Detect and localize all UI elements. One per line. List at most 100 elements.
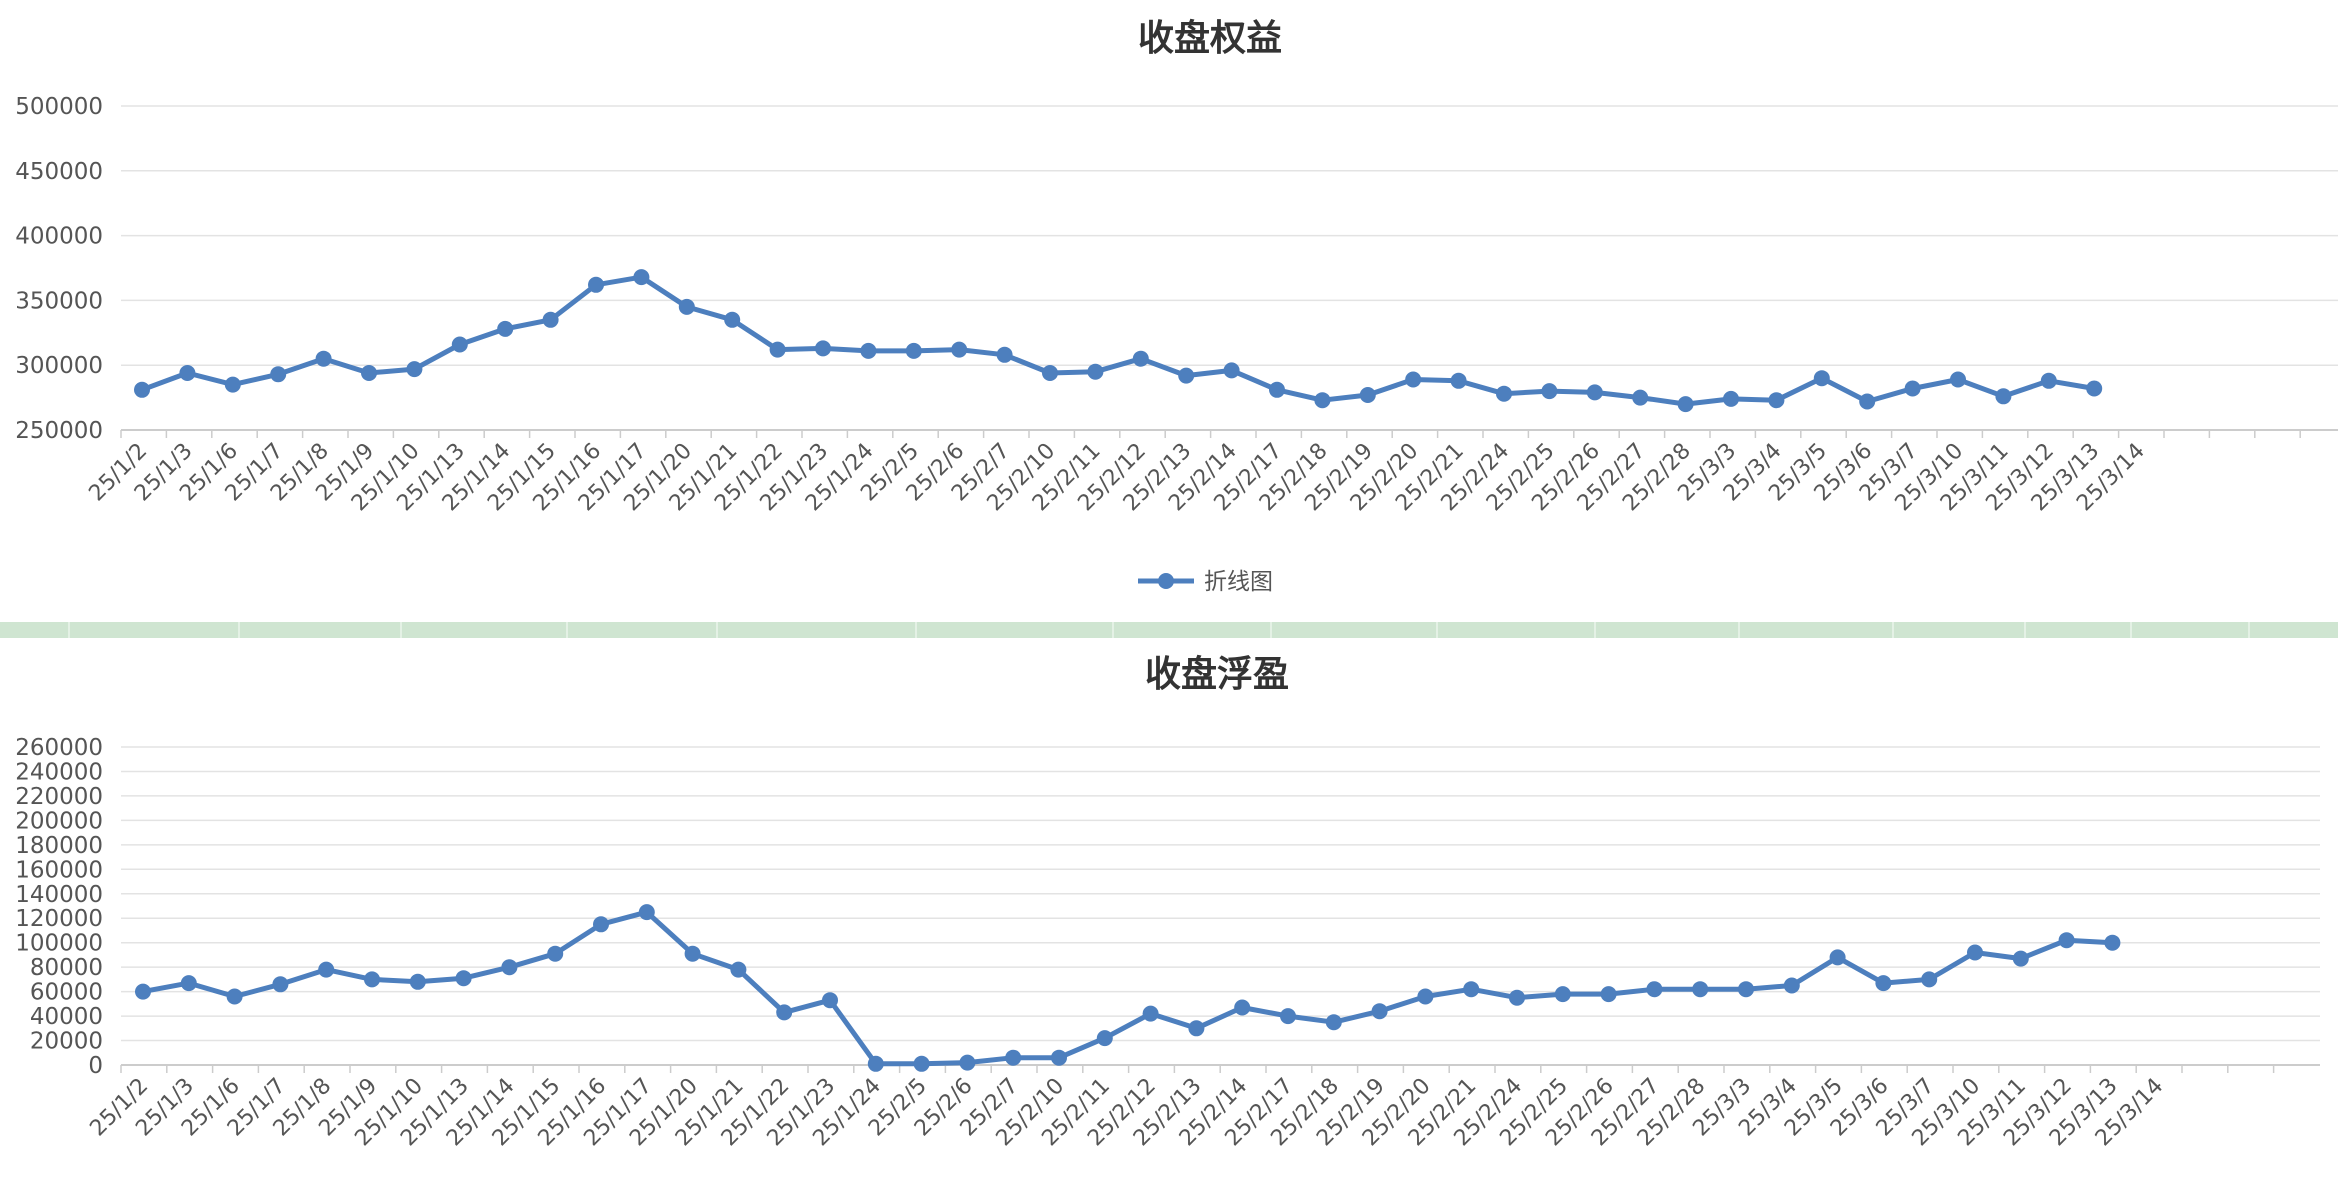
floating-pnl-data-point[interactable] <box>1600 986 1617 1003</box>
floating-pnl-y-tick-label: 60000 <box>30 980 103 1006</box>
floating-pnl-data-point[interactable] <box>1325 1014 1342 1031</box>
floating-pnl-data-point[interactable] <box>2104 934 2121 951</box>
divider-cell-border <box>716 622 718 638</box>
equity-data-point[interactable] <box>497 320 514 337</box>
equity-data-point[interactable] <box>1541 383 1558 400</box>
floating-pnl-data-point[interactable] <box>1188 1020 1205 1037</box>
equity-data-point[interactable] <box>451 336 468 353</box>
floating-pnl-data-point[interactable] <box>1967 944 1983 961</box>
divider-cell-border <box>2130 622 2132 638</box>
equity-data-point[interactable] <box>951 341 968 358</box>
equity-data-point[interactable] <box>1496 385 1512 402</box>
floating-pnl-data-point[interactable] <box>2012 950 2029 967</box>
equity-data-point[interactable] <box>1087 363 1104 380</box>
floating-pnl-y-tick-label: 20000 <box>30 1029 103 1055</box>
equity-data-point[interactable] <box>224 376 241 393</box>
equity-data-point[interactable] <box>2086 380 2103 397</box>
equity-data-point[interactable] <box>315 350 332 367</box>
floating-pnl-data-point[interactable] <box>1371 1003 1388 1020</box>
equity-data-point[interactable] <box>134 381 150 398</box>
floating-pnl-data-point[interactable] <box>593 916 609 933</box>
equity-data-point[interactable] <box>2040 372 2057 389</box>
floating-pnl-data-point[interactable] <box>1829 949 1846 966</box>
equity-data-point[interactable] <box>996 346 1013 363</box>
equity-data-point[interactable] <box>1632 389 1649 406</box>
equity-data-point[interactable] <box>588 276 604 293</box>
equity-data-point[interactable] <box>1995 388 2012 405</box>
floating-pnl-data-point[interactable] <box>226 988 243 1005</box>
floating-pnl-y-tick-label: 200000 <box>15 808 103 834</box>
floating-pnl-data-point[interactable] <box>1875 975 1892 992</box>
equity-data-point[interactable] <box>1269 381 1285 398</box>
divider-cell-border <box>1738 622 1740 638</box>
equity-data-point[interactable] <box>1950 371 1966 388</box>
equity-data-point[interactable] <box>860 342 877 359</box>
equity-data-point[interactable] <box>1768 392 1785 409</box>
equity-data-point[interactable] <box>1813 370 1830 387</box>
equity-data-point[interactable] <box>1904 380 1921 397</box>
divider-cell-border <box>2024 622 2026 638</box>
floating-pnl-data-point[interactable] <box>364 971 380 988</box>
equity-data-point[interactable] <box>1450 372 1467 389</box>
floating-pnl-data-point[interactable] <box>272 976 289 993</box>
floating-pnl-data-point[interactable] <box>684 945 701 962</box>
floating-pnl-data-point[interactable] <box>1096 1030 1113 1047</box>
floating-pnl-data-point[interactable] <box>1417 988 1434 1005</box>
floating-pnl-y-tick-label: 140000 <box>15 882 103 908</box>
equity-data-point[interactable] <box>406 361 423 378</box>
floating-pnl-data-point[interactable] <box>501 959 518 976</box>
floating-pnl-data-point[interactable] <box>1280 1008 1296 1025</box>
equity-data-point[interactable] <box>678 298 695 315</box>
floating-pnl-data-point[interactable] <box>1142 1005 1159 1022</box>
floating-pnl-data-point[interactable] <box>867 1055 884 1072</box>
equity-data-point[interactable] <box>1723 390 1739 407</box>
floating-pnl-data-point[interactable] <box>455 970 472 987</box>
floating-pnl-data-point[interactable] <box>1646 981 1663 998</box>
equity-data-point[interactable] <box>905 342 922 359</box>
equity-data-point[interactable] <box>1132 350 1149 367</box>
floating-pnl-data-point[interactable] <box>1692 981 1709 998</box>
equity-data-point[interactable] <box>815 340 831 357</box>
floating-pnl-data-point[interactable] <box>1783 977 1800 994</box>
equity-data-point[interactable] <box>542 311 559 328</box>
equity-data-point[interactable] <box>1586 384 1603 401</box>
floating-pnl-data-point[interactable] <box>180 975 197 992</box>
floating-pnl-data-point[interactable] <box>822 992 838 1009</box>
floating-pnl-data-point[interactable] <box>1738 981 1754 998</box>
equity-data-point[interactable] <box>1859 393 1876 410</box>
floating-pnl-data-point[interactable] <box>135 983 151 1000</box>
equity-series <box>134 269 2103 413</box>
floating-pnl-data-point[interactable] <box>730 961 747 978</box>
equity-data-point[interactable] <box>1223 362 1240 379</box>
floating-pnl-data-point[interactable] <box>959 1054 976 1071</box>
floating-pnl-data-point[interactable] <box>1509 989 1525 1006</box>
floating-pnl-data-point[interactable] <box>1554 986 1571 1003</box>
floating-pnl-data-point[interactable] <box>776 1004 793 1021</box>
equity-data-point[interactable] <box>270 366 287 383</box>
equity-data-point[interactable] <box>769 341 786 358</box>
floating-pnl-data-point[interactable] <box>2058 932 2075 949</box>
floating-pnl-data-point[interactable] <box>1005 1049 1022 1066</box>
floating-pnl-data-point[interactable] <box>638 904 655 921</box>
equity-data-point[interactable] <box>1178 367 1195 384</box>
equity-data-point[interactable] <box>633 269 650 286</box>
equity-data-point[interactable] <box>1042 365 1058 381</box>
equity-data-point[interactable] <box>1405 371 1422 388</box>
floating-pnl-data-point[interactable] <box>1051 1049 1067 1066</box>
equity-data-point[interactable] <box>179 365 196 381</box>
floating-pnl-data-point[interactable] <box>409 973 426 990</box>
equity-data-point[interactable] <box>724 311 741 328</box>
floating-pnl-data-point[interactable] <box>1234 999 1251 1016</box>
equity-data-point[interactable] <box>1314 392 1331 409</box>
floating-pnl-data-point[interactable] <box>1921 971 1938 988</box>
floating-pnl-chart-title: 收盘浮盈 <box>1145 653 1289 695</box>
floating-pnl-x-tick-labels: 25/1/225/1/325/1/625/1/725/1/825/1/925/1… <box>85 1074 2168 1152</box>
legend[interactable]: 折线图 <box>1138 569 1273 595</box>
floating-pnl-data-point[interactable] <box>913 1055 930 1072</box>
floating-pnl-data-point[interactable] <box>1463 981 1480 998</box>
equity-data-point[interactable] <box>361 365 377 381</box>
equity-data-point[interactable] <box>1359 387 1376 403</box>
floating-pnl-data-point[interactable] <box>547 945 564 962</box>
floating-pnl-data-point[interactable] <box>318 961 335 978</box>
equity-data-point[interactable] <box>1677 396 1694 413</box>
